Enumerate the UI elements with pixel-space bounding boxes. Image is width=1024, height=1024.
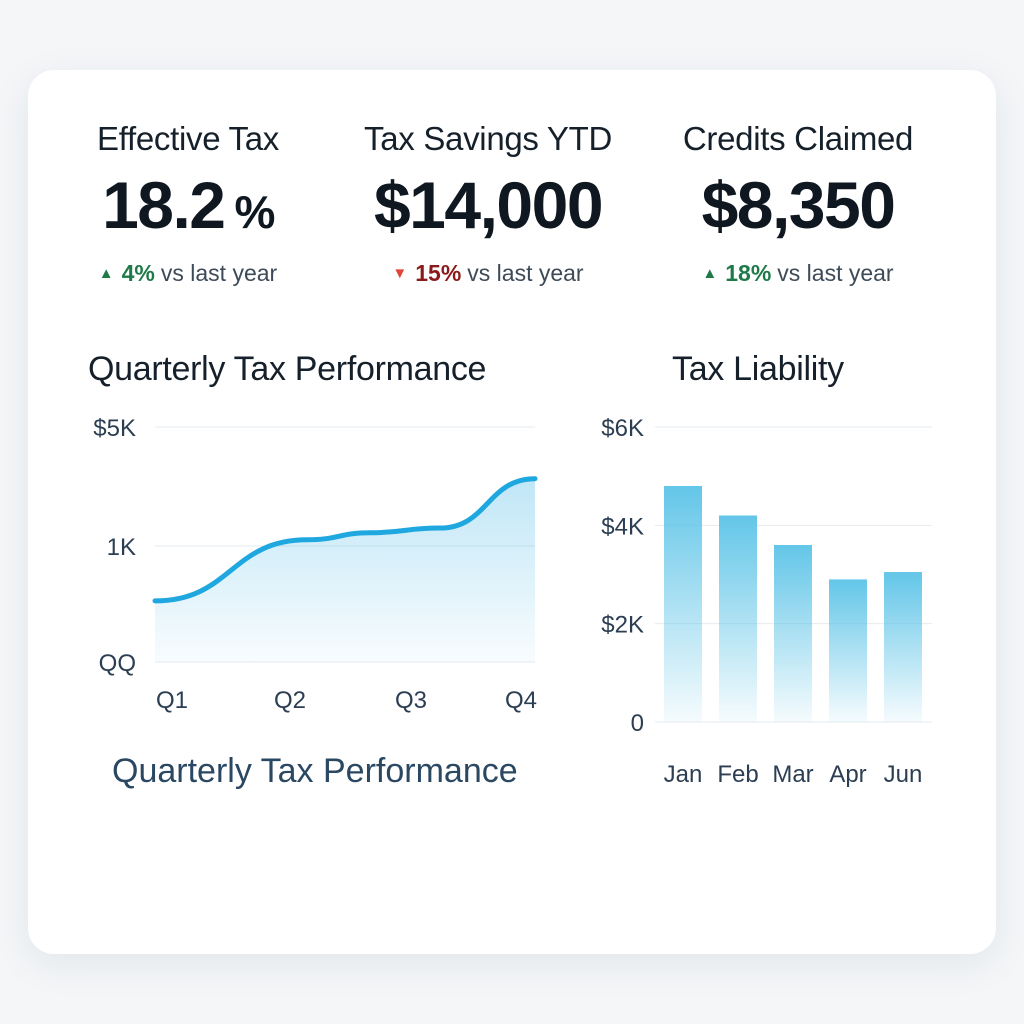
y-tick-label: QQ <box>99 650 136 677</box>
kpi-effective-tax: Effective Tax 18.2% ▲ 4% vs last year <box>38 120 338 287</box>
x-tick-label: Q2 <box>274 687 306 714</box>
x-tick-label: Q1 <box>156 687 188 714</box>
kpi-change: ▲ 4% vs last year <box>38 260 338 287</box>
x-tick-label: Apr <box>829 761 866 788</box>
kpi-change-percent: 4% <box>121 260 155 286</box>
bar <box>664 486 702 722</box>
trend-up-icon: ▲ <box>702 265 718 282</box>
bar <box>829 579 867 722</box>
kpi-value: 18.2% <box>38 172 338 238</box>
y-tick-label: $5K <box>93 415 136 442</box>
quarterly-chart-caption: Quarterly Tax Performance <box>112 752 518 790</box>
bar <box>884 572 922 722</box>
kpi-change-label: vs last year <box>160 260 278 286</box>
x-tick-label: Feb <box>717 761 758 788</box>
kpi-value-unit: % <box>234 186 276 238</box>
bar <box>774 545 812 722</box>
kpi-tax-savings: Tax Savings YTD $14,000 ▼ 15% vs last year <box>338 120 638 287</box>
y-tick-label: $6K <box>601 415 644 442</box>
tax-liability-bar-chart: 0 $2K $4K $6K Jan Feb Mar Apr Jun <box>601 415 932 788</box>
kpi-change: ▼ 15% vs last year <box>338 260 638 287</box>
kpi-change-label: vs last year <box>467 260 584 286</box>
y-tick-label: 0 <box>631 710 644 737</box>
kpi-title: Effective Tax <box>97 120 279 157</box>
y-tick-label: $4K <box>601 513 644 540</box>
kpi-change: ▲ 18% vs last year <box>648 260 948 287</box>
x-tick-label: Q3 <box>395 687 427 714</box>
y-tick-label: 1K <box>107 534 136 561</box>
bar <box>719 515 757 722</box>
y-tick-label: $2K <box>601 612 644 639</box>
kpi-value: $8,350 <box>701 168 896 242</box>
x-tick-label: Q4 <box>505 687 537 714</box>
x-tick-label: Mar <box>772 761 813 788</box>
kpi-title: Credits Claimed <box>682 120 914 157</box>
quarterly-chart-title: Quarterly Tax Performance <box>88 350 487 388</box>
area-fill <box>155 478 535 662</box>
quarterly-line-chart: $5K 1K QQ Q1 Q2 Q3 Q4 <box>93 415 538 714</box>
kpi-change-label: vs last year <box>777 260 894 286</box>
x-tick-label: Jan <box>664 761 703 788</box>
kpi-credits-claimed: Credits Claimed $8,350 ▲ 18% vs last year <box>648 120 948 287</box>
kpi-title: Tax Savings YTD <box>364 120 612 157</box>
kpi-change-percent: 18% <box>725 260 772 286</box>
trend-up-icon: ▲ <box>98 265 114 282</box>
liability-chart-title: Tax Liability <box>672 350 844 388</box>
x-tick-label: Jun <box>884 761 923 788</box>
series-line <box>152 476 538 604</box>
kpi-value: $14,000 <box>373 168 604 242</box>
trend-down-icon: ▼ <box>392 265 408 282</box>
kpi-change-percent: 15% <box>415 260 462 286</box>
kpi-value-number: 18.2 <box>102 168 226 242</box>
